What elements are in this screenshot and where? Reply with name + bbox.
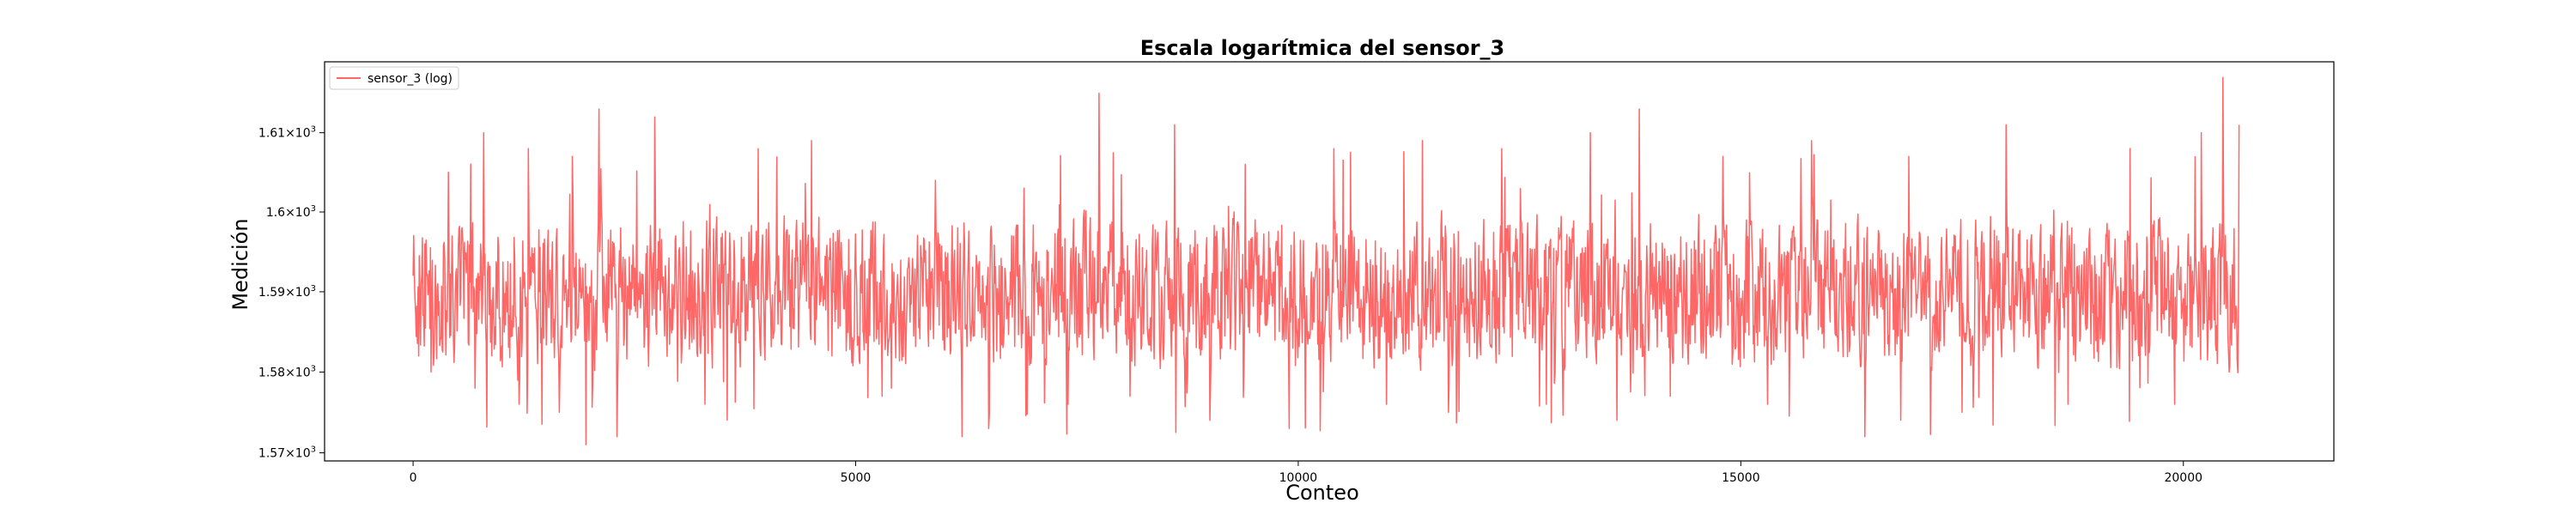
y-axis: 1.57×103 1.58×103 1.59×103 1.6×103 1.61×103	[258, 125, 325, 461]
y-tick-label: 1.6×103	[266, 204, 316, 220]
x-tick-label: 15000	[1722, 471, 1760, 485]
x-axis-label: Conteo	[1285, 481, 1359, 505]
x-tick-label: 10000	[1279, 471, 1318, 485]
x-axis: 0 5000 10000 15000 20000	[410, 461, 2202, 485]
legend-label: sensor_3 (log)	[368, 72, 453, 86]
legend: sensor_3 (log)	[329, 66, 459, 90]
y-tick-label: 1.59×103	[258, 284, 316, 300]
y-tick-label: 1.58×103	[258, 364, 316, 379]
y-axis-label: Medición	[228, 218, 252, 310]
y-tick-label: 1.57×103	[258, 445, 316, 461]
x-tick-label: 0	[410, 471, 417, 485]
legend-box	[329, 66, 459, 90]
y-tick-label: 1.61×103	[258, 125, 316, 141]
x-tick-label: 5000	[841, 471, 872, 485]
plot-frame	[324, 61, 2335, 462]
x-tick-label: 20000	[2164, 471, 2202, 485]
plot-area	[324, 61, 2335, 462]
chart-title: Escala logarítmica del sensor_3	[1140, 36, 1505, 60]
series-line	[412, 76, 2240, 445]
